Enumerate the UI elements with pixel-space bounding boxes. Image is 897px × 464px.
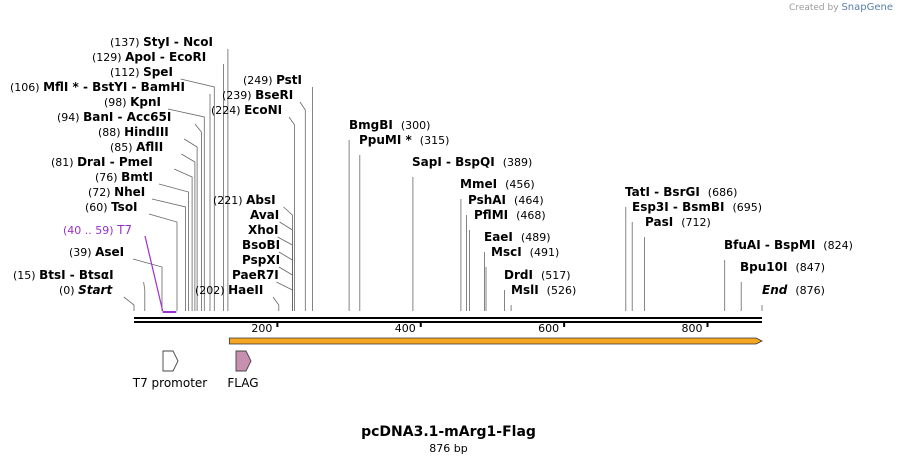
feature-flag-arrow: [235, 350, 252, 372]
site-label-start: (0) Start: [59, 283, 113, 297]
site-label-btsi-btsai: (15) BtsI - BtsαI: [13, 268, 114, 282]
site-line-spei: [180, 78, 215, 311]
site-label-bfuai-bspmi: BfuAI - BspMI (824): [724, 238, 853, 252]
site-label-bmgbi: BmgBI (300): [349, 118, 430, 132]
site-label-tsoi: (60) TsoI: [85, 200, 138, 214]
sequence-map: (137) StyI - NcoI(129) ApoI - EcoRI(112)…: [10, 35, 853, 390]
site-label-bpu10i: Bpu10I (847): [740, 260, 825, 274]
site-label-bmti: (76) BmtI: [95, 170, 153, 184]
site-label-msci: MscI (491): [491, 245, 559, 259]
site-label-styi-ncoi: (137) StyI - NcoI: [110, 35, 213, 49]
t7-site-line: [144, 235, 164, 312]
site-label-psti: (249) PstI: [243, 73, 302, 87]
t7-highlight: [162, 311, 177, 313]
site-label-drai-pmei: (81) DraI - PmeI: [51, 155, 153, 169]
backbone-top-strand: [134, 317, 762, 319]
site-label-bsobi: BsoBI: [242, 238, 280, 252]
backbone-bottom-strand: [134, 321, 762, 323]
site-label-pflmi: PflMI (468): [474, 208, 546, 222]
backbone: 200 400 600 800: [134, 311, 762, 335]
site-line-kpni: [167, 108, 205, 311]
site-label-haeii: (202) HaeII: [195, 283, 263, 297]
t7-site-label: (40 .. 59) T7: [63, 223, 132, 237]
site-label-pasi: PasI (712): [645, 215, 711, 229]
tick-label-800: 800: [682, 322, 703, 335]
site-label-end: End (876): [762, 283, 825, 297]
site-line-paer7i: [276, 281, 293, 311]
tick-mark-800: [706, 321, 709, 327]
tick-mark-200: [276, 321, 279, 327]
site-label-tati-bsrgi: TatI - BsrGI (686): [625, 185, 737, 199]
site-label-drdi: DrdI (517): [504, 268, 571, 282]
site-label-sapi-bspqi: SapI - BspQI (389): [412, 155, 532, 169]
tick-label-600: 600: [538, 322, 559, 335]
site-line-start: [123, 296, 135, 311]
site-line-bani-acc65i: [194, 123, 202, 311]
map-title: pcDNA3.1-mArg1-Flag: [361, 424, 536, 440]
site-line-asei: [132, 258, 163, 311]
site-line-haeii: [272, 296, 280, 311]
site-labels: (137) StyI - NcoI(129) ApoI - EcoRI(112)…: [10, 35, 853, 297]
site-label-esp3i-bsmbi: Esp3I - BsmBI (695): [632, 200, 762, 214]
tick-mark-400: [419, 321, 422, 327]
tick-label-400: 400: [395, 322, 416, 335]
site-line-hindiii: [183, 138, 198, 311]
feature-flag-label: FLAG: [227, 376, 258, 390]
site-label-kpni: (98) KpnI: [104, 95, 161, 109]
feature-t7-promoter-label: T7 promoter: [132, 376, 208, 390]
site-label-bseri: (239) BseRI: [222, 88, 293, 102]
site-label-mfli-bstyi-bamhi: (106) MflI * - BstYI - BamHI: [10, 80, 185, 94]
site-line-bmti: [158, 183, 189, 311]
site-line-nhei: [151, 198, 186, 311]
site-lines: [123, 49, 763, 312]
site-label-mmei: MmeI (456): [460, 177, 535, 191]
site-line-bsobi: [278, 251, 293, 311]
site-line-drai-pmei: [174, 168, 193, 311]
site-label-aflii: (85) AflII: [110, 140, 163, 154]
site-line-tsoi: [148, 213, 178, 311]
features: T7 promoter FLAG: [132, 337, 763, 390]
site-label-ppumi: PpuMI * (315): [359, 133, 449, 147]
site-label-nhei: (72) NheI: [88, 185, 145, 199]
credit-prefix: Created by: [789, 3, 839, 13]
site-label-bani-acc65i: (94) BanI - Acc65I: [57, 110, 171, 124]
site-label-hindiii: (88) HindIII: [98, 125, 169, 139]
site-label-apoi-ecori: (129) ApoI - EcoRI: [92, 50, 206, 64]
site-label-pspxi: PspXI: [242, 253, 280, 267]
site-label-absi-group: (221) AbsI: [213, 193, 276, 207]
site-line-avai: [279, 221, 293, 311]
map-length: 876 bp: [429, 442, 468, 455]
tick-mark-600: [563, 321, 566, 327]
snapgene-logo: SnapGene: [841, 2, 893, 13]
site-label-pshai: PshAI (464): [468, 193, 544, 207]
site-label-paer7i: PaeR7I: [232, 268, 279, 282]
site-line-econi: [288, 116, 295, 311]
site-line-aflii: [181, 153, 196, 311]
feature-t7-promoter-arrow: [162, 350, 179, 372]
site-label-spei: (112) SpeI: [110, 65, 173, 79]
site-line-bseri: [299, 101, 306, 311]
orf-arrow: [228, 337, 763, 345]
site-label-avai: AvaI: [250, 208, 279, 222]
site-label-econi: (224) EcoNI: [211, 103, 282, 117]
tick-label-200: 200: [251, 322, 272, 335]
site-label-eaei: EaeI (489): [484, 230, 551, 244]
site-label-asei: (39) AseI: [69, 245, 124, 259]
snapgene-credit: Created by SnapGene: [789, 2, 893, 13]
site-line-btsi-btsai: [143, 281, 146, 311]
site-label-msli: MslI (526): [511, 283, 576, 297]
site-label-xhoi: XhoI: [248, 223, 279, 237]
